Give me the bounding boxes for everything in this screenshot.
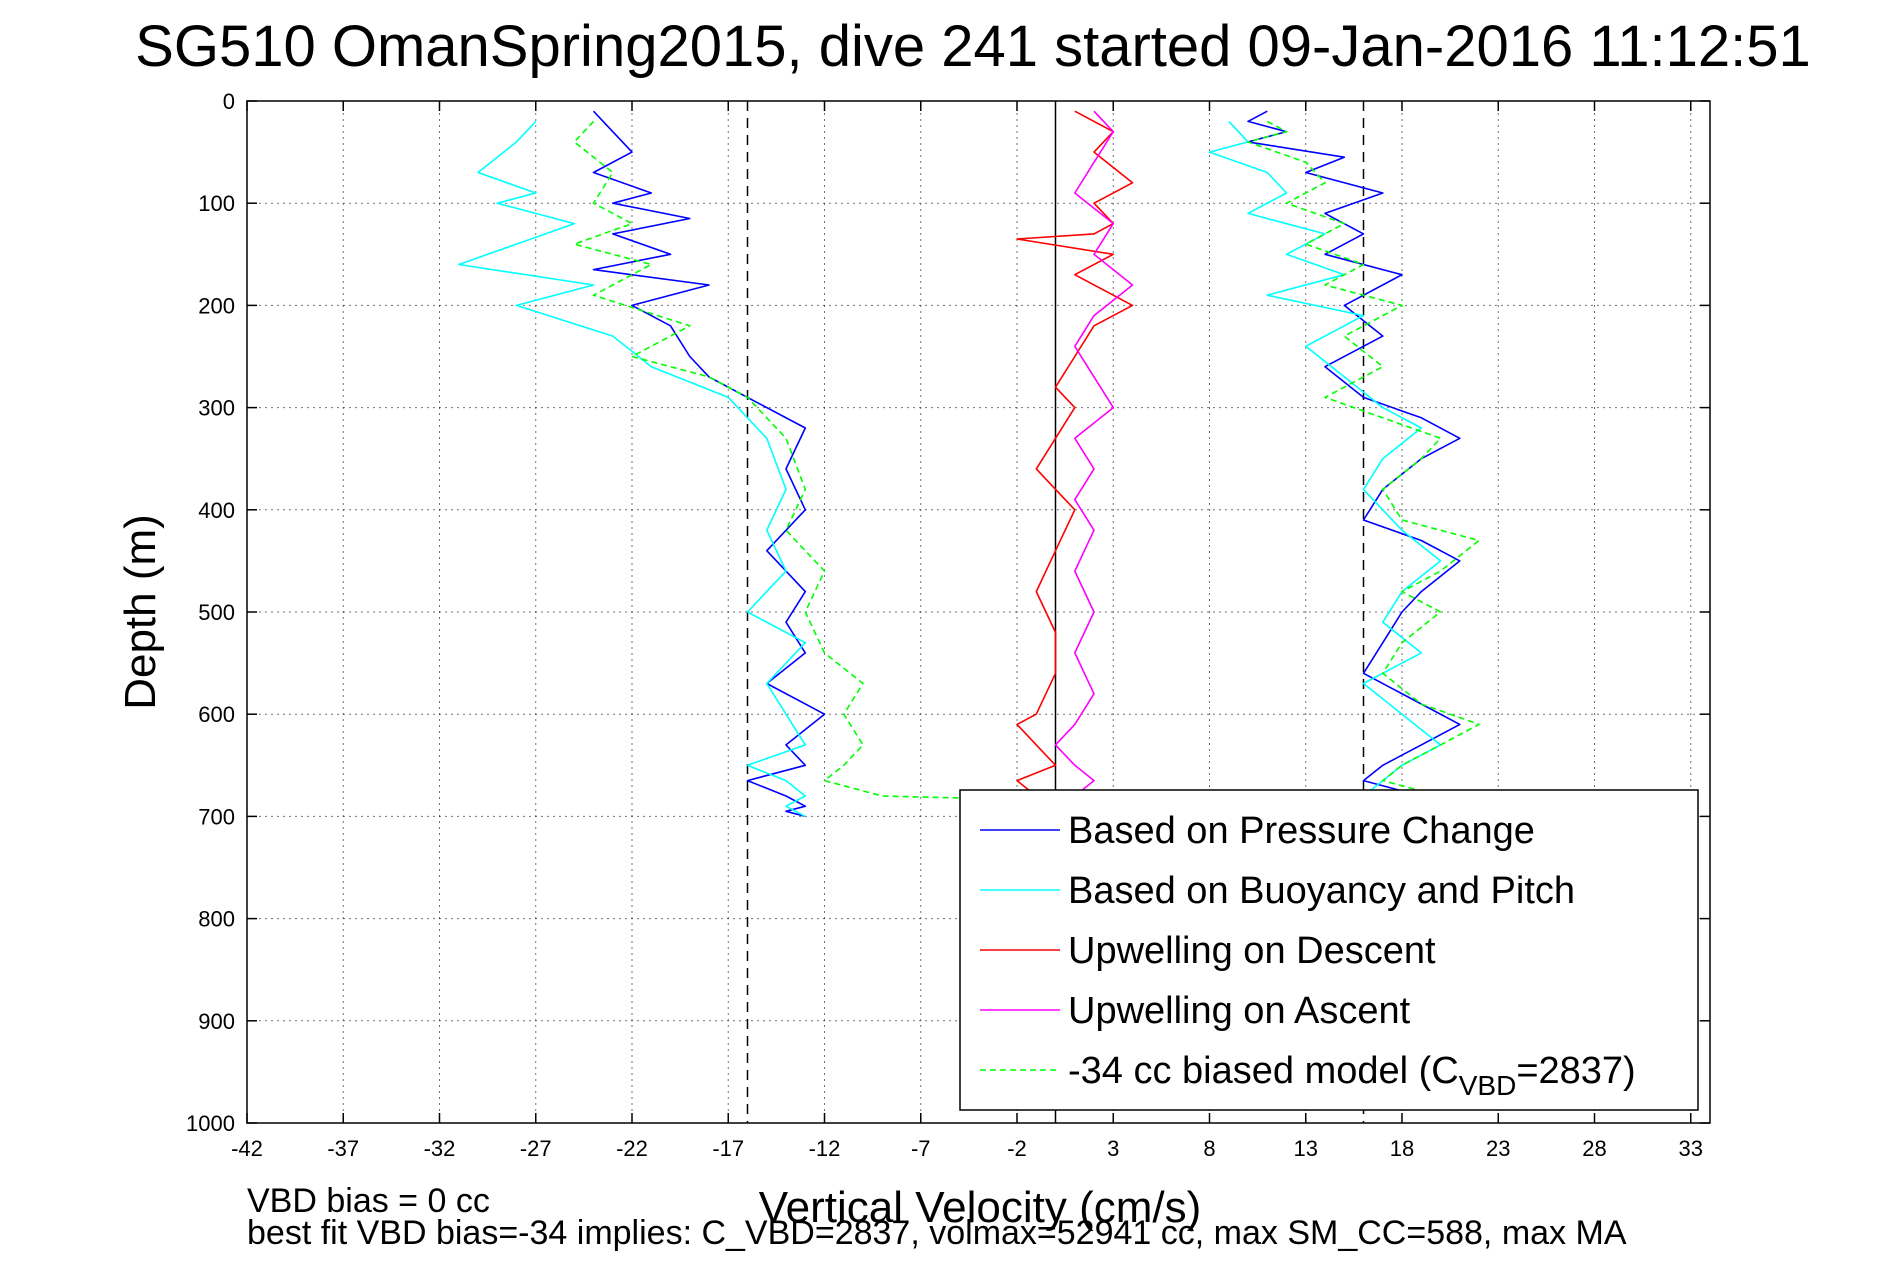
x-tick-label: -22 (616, 1136, 648, 1161)
x-tick-label: -42 (231, 1136, 263, 1161)
legend-label-3: Upwelling on Ascent (1068, 990, 1411, 1032)
series-line-3 (1016, 110, 1134, 797)
y-tick-label: 800 (198, 907, 235, 932)
series-line-4 (1054, 110, 1134, 797)
footer-line-1: VBD bias = 0 cc (247, 1182, 490, 1220)
legend-label-2: Upwelling on Descent (1068, 930, 1436, 972)
series-line-1 (457, 120, 807, 818)
x-tick-label: -37 (327, 1136, 359, 1161)
y-tick-label: 1000 (186, 1111, 235, 1136)
y-tick-label: 900 (198, 1009, 235, 1034)
y-tick-label: 300 (198, 396, 235, 421)
legend-label-4: -34 cc biased model (CVBD=2837) (1068, 1050, 1636, 1101)
y-tick-label: 400 (198, 498, 235, 523)
y-tick-label: 600 (198, 702, 235, 727)
legend-box (959, 789, 1699, 1111)
x-tick-label: -12 (809, 1136, 841, 1161)
x-tick-label: 33 (1679, 1136, 1703, 1161)
y-tick-label: 200 (198, 293, 235, 318)
x-tick-label: 13 (1294, 1136, 1318, 1161)
x-tick-label: -7 (911, 1136, 931, 1161)
x-tick-label: 23 (1486, 1136, 1510, 1161)
series-line-0 (592, 110, 826, 818)
x-tick-label: 8 (1203, 1136, 1215, 1161)
x-tick-label: -17 (712, 1136, 744, 1161)
series-line-7 (1247, 120, 1480, 792)
y-tick-label: 700 (198, 804, 235, 829)
legend: Based on Pressure Change Based on Buoyanc… (959, 789, 1699, 1111)
x-tick-label: 3 (1107, 1136, 1119, 1161)
x-axis-ticks: -42 -37 -32 -27 -22 -17 -12 -7 -2 3 8 13 18 23 28 33 (231, 101, 1703, 1161)
footer-line-2: best fit VBD bias=-34 implies: C_VBD=283… (247, 1214, 1627, 1252)
legend-label-1: Based on Buoyancy and Pitch (1068, 870, 1575, 912)
series-line-6 (1208, 120, 1442, 797)
x-axis-label: Vertical Velocity (cm/s) (759, 1183, 1202, 1232)
legend-label-0: Based on Pressure Change (1068, 810, 1535, 852)
y-tick-label: 100 (198, 191, 235, 216)
y-tick-label: 0 (223, 89, 235, 114)
x-tick-label: -32 (424, 1136, 456, 1161)
y-tick-label: 500 (198, 600, 235, 625)
chart-title: SG510 OmanSpring2015, dive 241 started 0… (135, 14, 1811, 79)
y-axis-ticks: 0 100 200 300 400 500 600 700 800 900 1000 (186, 89, 1710, 1136)
x-tick-label: 18 (1390, 1136, 1414, 1161)
x-tick-label: -2 (1007, 1136, 1027, 1161)
series-line-2 (573, 120, 998, 800)
series-group (457, 110, 1480, 818)
x-tick-label: -27 (520, 1136, 552, 1161)
x-tick-label: 28 (1582, 1136, 1606, 1161)
y-axis-label: Depth (m) (116, 514, 165, 710)
